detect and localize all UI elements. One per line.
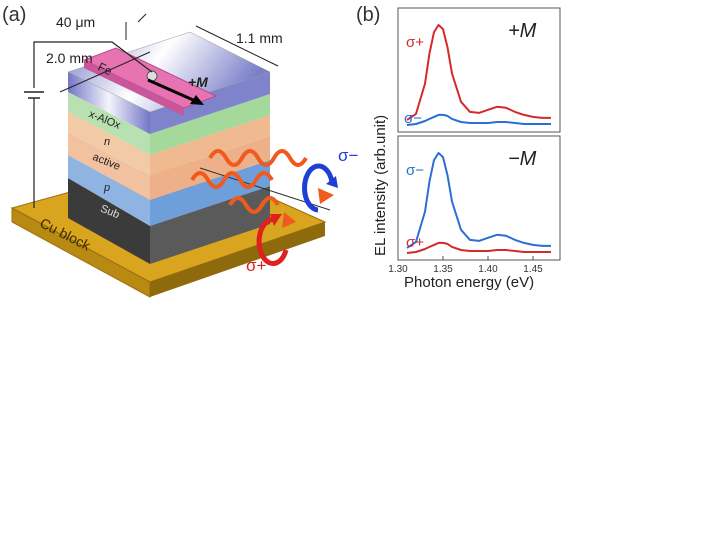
x-axis-label: Photon energy (eV)	[404, 274, 535, 291]
bottom-panel-tag: −M	[508, 148, 537, 170]
magnetization-arrow	[147, 78, 201, 105]
device-schematic	[10, 13, 338, 298]
magnetization-arrowhead	[190, 95, 204, 105]
top-panel-tag: +M	[508, 20, 537, 42]
layer-n-front	[68, 112, 150, 176]
top-sigma-minus-label: σ−	[404, 110, 423, 127]
series-line-minus-m-0	[406, 152, 551, 249]
sigma-minus-arrow	[302, 163, 335, 213]
emission-wave-3	[228, 196, 280, 214]
series-line-plus-m-1	[406, 113, 551, 126]
layer-active-front	[68, 132, 150, 200]
dim-tick-width	[137, 13, 147, 23]
x-tick-label: 1.30	[388, 264, 408, 275]
plot-bottom-frame	[397, 135, 561, 261]
plot-top-series	[406, 24, 551, 126]
layer-active-side	[150, 136, 270, 200]
dim-line-length	[59, 51, 151, 93]
spectra-plots: 1.30 1.35 1.40 1.45	[388, 7, 561, 275]
sigma-minus-label: σ−	[338, 146, 359, 165]
layer-alox-side	[150, 94, 270, 155]
fe-electrode-edge	[84, 60, 184, 116]
magnetization-label: +M	[188, 74, 208, 90]
layer-sub-front	[68, 178, 150, 264]
x-axis-ticks: 1.30 1.35 1.40 1.45	[388, 256, 543, 275]
emission-wave-2	[208, 149, 308, 167]
x-tick-label: 1.35	[433, 264, 453, 275]
layer-p-front	[68, 155, 150, 226]
dim-length-label: 2.0 mm	[46, 50, 93, 66]
emission-arrowhead-1	[318, 188, 334, 204]
sigma-minus-arrowhead	[326, 176, 338, 188]
dim-width-label: 40 μm	[56, 14, 96, 30]
sigma-plus-arrowhead	[270, 214, 282, 226]
sigma-plus-arrow	[256, 217, 289, 266]
layer-alox-front	[68, 92, 150, 155]
panel-b-label: (b)	[356, 4, 381, 26]
series-line-minus-m-1	[406, 241, 551, 254]
sigma-plus-label: σ+	[246, 256, 267, 275]
x-tick-label: 1.40	[478, 264, 498, 275]
bottom-sigma-minus-label: σ−	[406, 162, 425, 179]
device-top-face	[67, 31, 271, 113]
cu-block-side	[150, 222, 325, 297]
layer-p-label: p	[104, 182, 111, 194]
emission-wave-1	[190, 171, 274, 189]
dim-line-depth	[195, 25, 279, 67]
y-axis-label: EL intensity (arb.unit)	[372, 114, 389, 256]
layer-top-side	[150, 72, 270, 134]
bottom-sigma-plus-label: σ+	[406, 234, 425, 251]
layer-n-side	[150, 115, 270, 176]
plot-bottom-series	[406, 152, 551, 254]
layer-n-label: n	[104, 136, 111, 148]
emission-arrowhead-2	[282, 212, 296, 228]
layer-top-front	[68, 72, 150, 134]
series-line-plus-m-0	[406, 24, 551, 121]
layer-sub-side	[150, 186, 270, 264]
x-tick-label: 1.45	[523, 264, 543, 275]
plot-top-frame	[397, 7, 561, 133]
top-sigma-plus-label: σ+	[406, 34, 425, 51]
dim-depth-label: 1.1 mm	[236, 30, 283, 46]
panel-a-label: (a)	[2, 4, 27, 26]
circuit-wire	[33, 41, 153, 88]
